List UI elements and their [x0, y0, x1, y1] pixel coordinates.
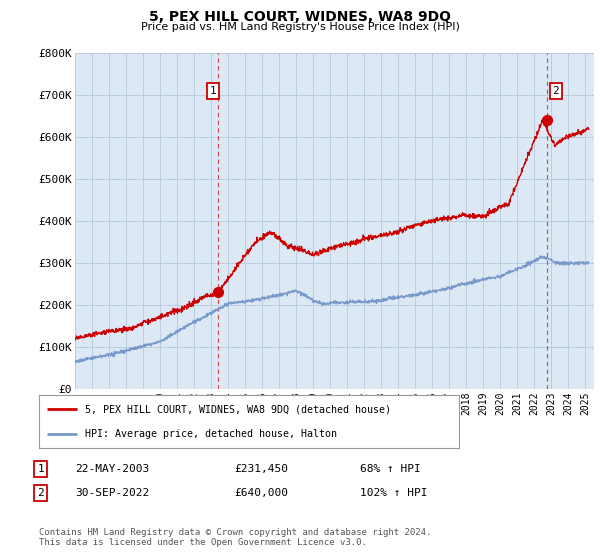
Text: 1: 1 — [209, 86, 216, 96]
Text: £640,000: £640,000 — [234, 488, 288, 498]
Text: HPI: Average price, detached house, Halton: HPI: Average price, detached house, Halt… — [85, 428, 337, 438]
Text: 102% ↑ HPI: 102% ↑ HPI — [360, 488, 427, 498]
Text: 5, PEX HILL COURT, WIDNES, WA8 9DQ (detached house): 5, PEX HILL COURT, WIDNES, WA8 9DQ (deta… — [85, 404, 391, 414]
Text: 2: 2 — [553, 86, 559, 96]
Text: 22-MAY-2003: 22-MAY-2003 — [75, 464, 149, 474]
Text: 1: 1 — [37, 464, 44, 474]
Text: 2: 2 — [37, 488, 44, 498]
Point — [542, 116, 552, 125]
Text: Contains HM Land Registry data © Crown copyright and database right 2024.
This d: Contains HM Land Registry data © Crown c… — [39, 528, 431, 547]
Text: 30-SEP-2022: 30-SEP-2022 — [75, 488, 149, 498]
Text: 68% ↑ HPI: 68% ↑ HPI — [360, 464, 421, 474]
Text: Price paid vs. HM Land Registry's House Price Index (HPI): Price paid vs. HM Land Registry's House … — [140, 22, 460, 32]
Text: 5, PEX HILL COURT, WIDNES, WA8 9DQ: 5, PEX HILL COURT, WIDNES, WA8 9DQ — [149, 10, 451, 24]
Point — [213, 287, 223, 296]
Text: £231,450: £231,450 — [234, 464, 288, 474]
